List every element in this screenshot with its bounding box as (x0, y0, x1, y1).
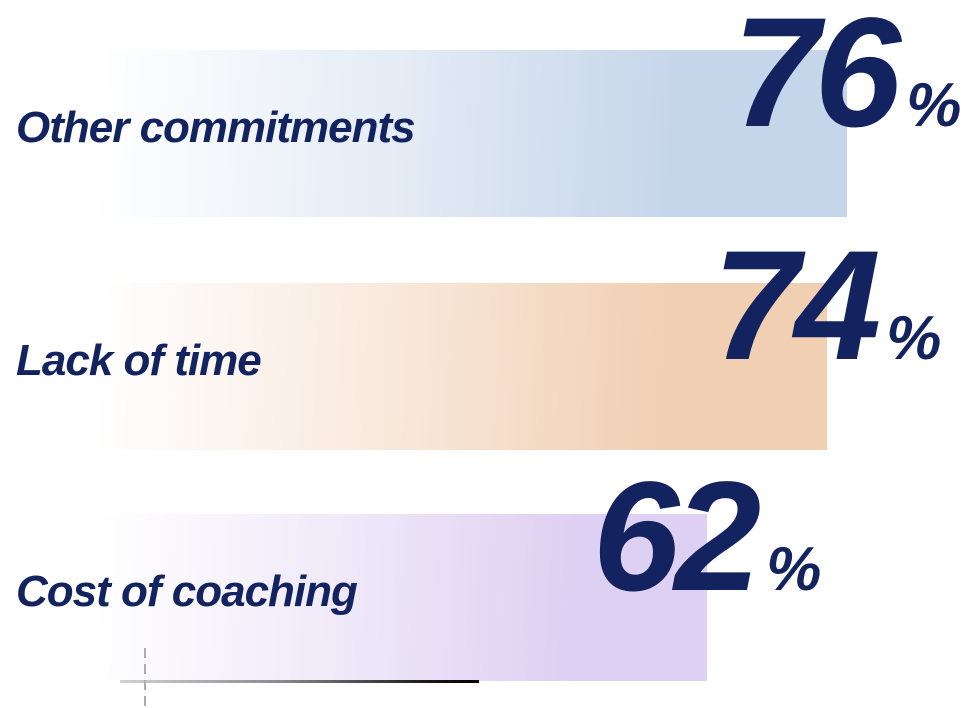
bar-row: Other commitments 76% (0, 0, 968, 217)
value-number: 74 (712, 219, 882, 393)
value-number: 76 (732, 0, 902, 160)
percent-sign: % (766, 535, 822, 604)
percent-sign: % (886, 304, 942, 373)
bar-cost-of-coaching (87, 514, 707, 681)
percent-sign: % (906, 71, 962, 140)
value-label: 76% (733, 0, 962, 151)
value-number: 62 (592, 450, 762, 624)
category-label: Lack of time (16, 336, 262, 385)
category-label: Cost of coaching (16, 567, 358, 616)
value-label: 74% (713, 228, 942, 384)
category-label: Other commitments (16, 103, 416, 152)
bar-other-commitments (87, 50, 847, 217)
dashed-tick-line (144, 648, 146, 708)
bar-row: Lack of time 74% (0, 228, 968, 450)
bar-row: Cost of coaching 62% (0, 459, 968, 681)
baseline-rule (120, 680, 479, 683)
bar-lack-of-time (87, 283, 827, 450)
value-label: 62% (593, 459, 822, 615)
